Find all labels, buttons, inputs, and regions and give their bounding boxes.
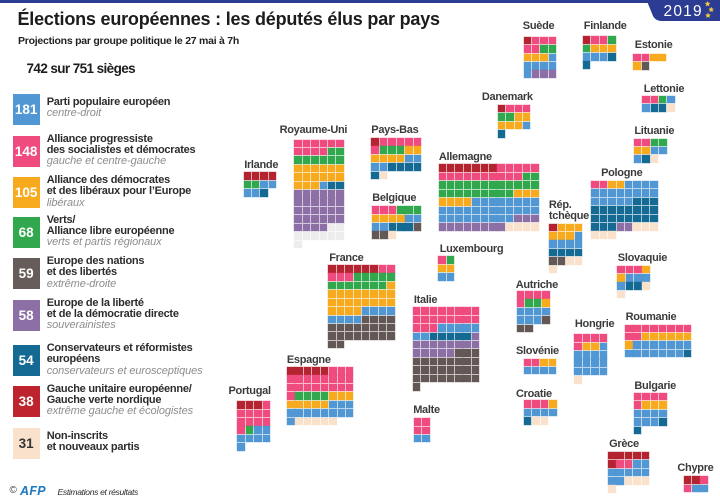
- svg-text:2019: 2019: [664, 3, 703, 20]
